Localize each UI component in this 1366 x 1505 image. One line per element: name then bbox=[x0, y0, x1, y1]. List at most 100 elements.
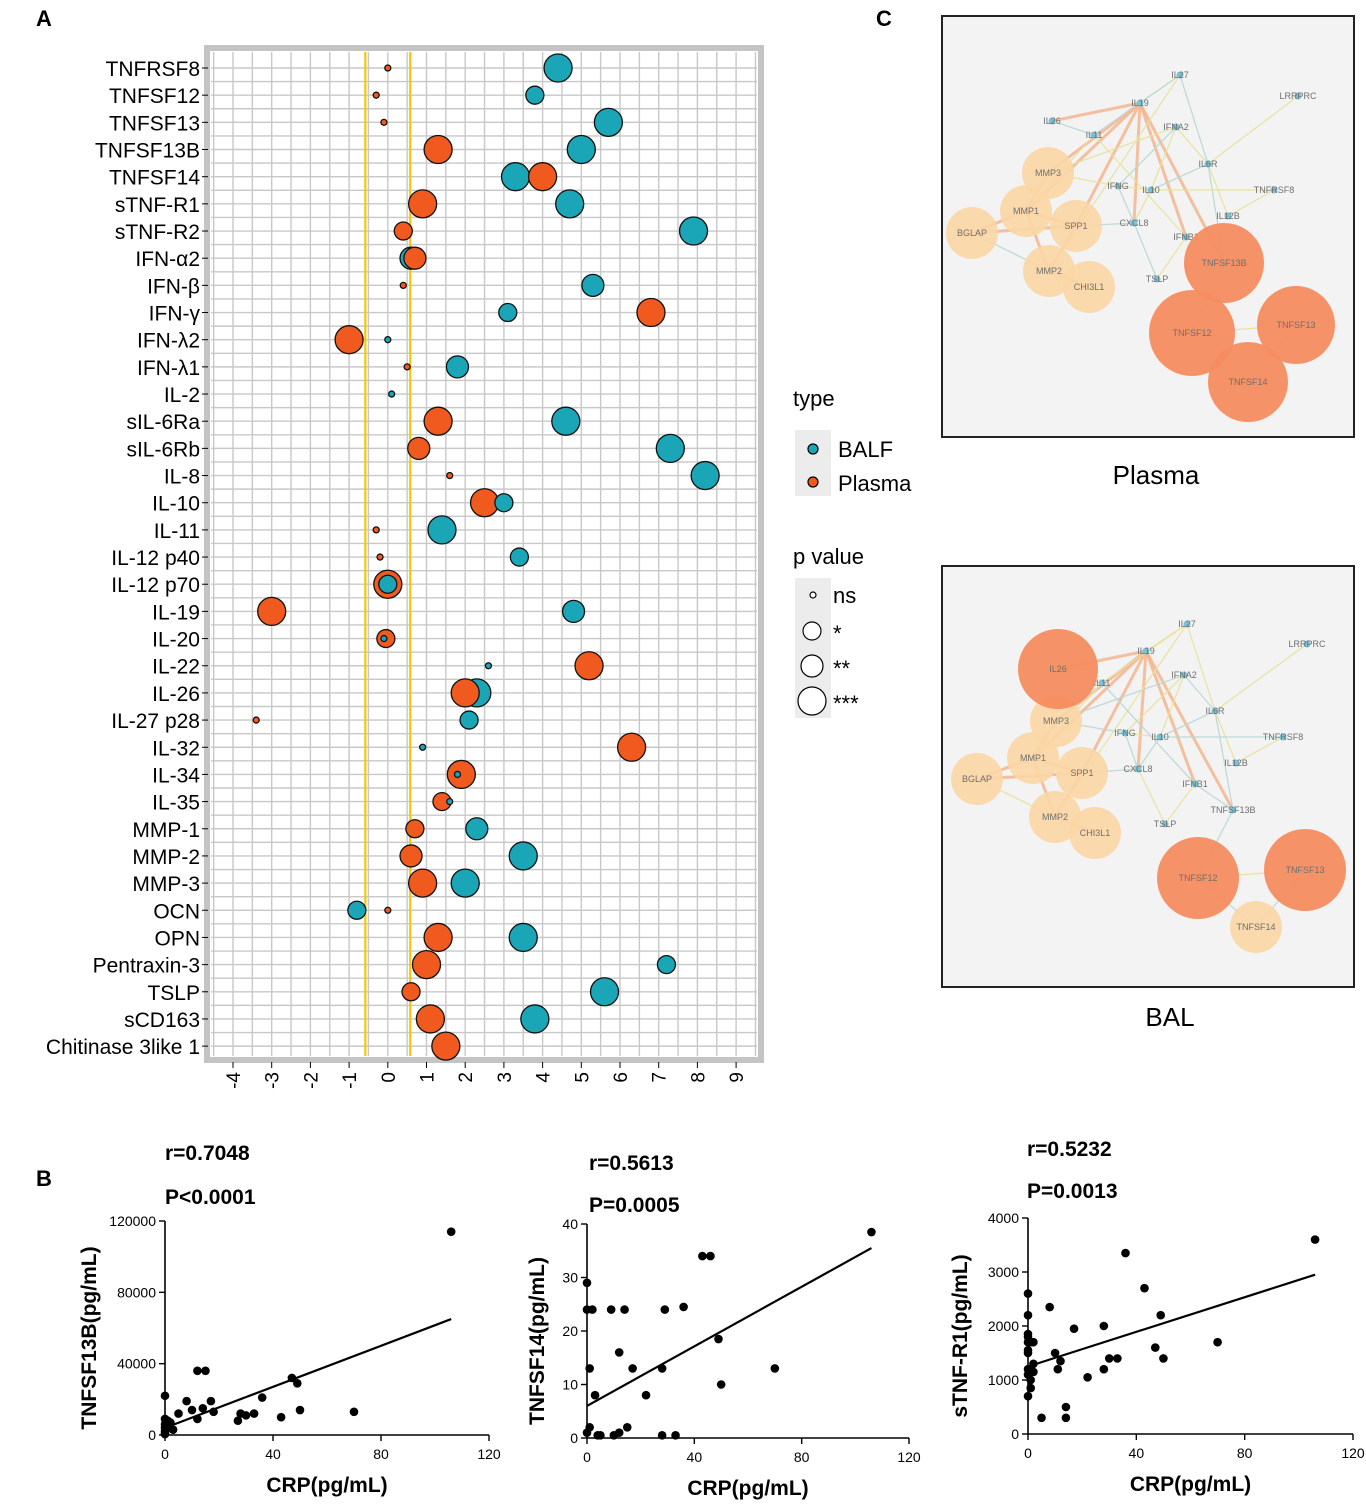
network-node-label: TNFSF12 bbox=[1178, 873, 1217, 883]
y-axis-title: sTNF-R1(pg/mL) bbox=[949, 1254, 972, 1417]
panel-label-a: A bbox=[36, 6, 52, 31]
plasma-bubble bbox=[394, 222, 412, 240]
x-tick-label: 7 bbox=[650, 1072, 671, 1083]
network-node-label: IL19 bbox=[1131, 98, 1149, 108]
x-tick-label: 80 bbox=[794, 1449, 810, 1465]
scatter-point bbox=[1213, 1338, 1222, 1347]
x-tick-label: 2 bbox=[456, 1072, 477, 1083]
network-node-label: IFNB1 bbox=[1182, 779, 1208, 789]
x-tick-label: 120 bbox=[897, 1449, 921, 1465]
legend-plasma-label: Plasma bbox=[838, 471, 912, 496]
plasma-bubble bbox=[400, 845, 422, 867]
x-tick-label: 3 bbox=[495, 1072, 516, 1083]
category-label: IL-19 bbox=[152, 601, 200, 624]
scatter-point bbox=[671, 1431, 680, 1440]
network-node-label: IL10 bbox=[1151, 732, 1169, 742]
network-node-label: MMP2 bbox=[1042, 812, 1068, 822]
scatter-plot-3: r=0.5232 P=0.0013 010002000300040000 40 80… bbox=[949, 1138, 1365, 1496]
network-node-label: IFNG bbox=[1107, 181, 1129, 191]
plasma-bubble bbox=[409, 190, 437, 218]
scatter3-body: 010002000300040000 40 80 120CRP(pg/mL)sTNF-… bbox=[949, 1210, 1365, 1496]
legend-p-1-label: * bbox=[833, 621, 842, 646]
plasma-bubble bbox=[385, 907, 391, 913]
scatter-point bbox=[607, 1305, 616, 1314]
balf-bubble bbox=[567, 136, 595, 164]
balf-bubble bbox=[691, 462, 719, 490]
legend-p-ns-label: ns bbox=[833, 583, 856, 608]
network-node-label: IL27 bbox=[1178, 619, 1196, 629]
y-tick-label: 4000 bbox=[988, 1210, 1019, 1226]
x-tick-label: -4 bbox=[224, 1072, 245, 1089]
category-label: sTNF-R1 bbox=[115, 194, 200, 217]
scatter-point bbox=[661, 1305, 670, 1314]
balf-bubble bbox=[509, 923, 537, 951]
scatter-point bbox=[193, 1415, 202, 1424]
y-axis-title: TNFSF13B(pg/mL) bbox=[78, 1246, 101, 1429]
x-tick-label: 8 bbox=[688, 1072, 709, 1083]
x-axis-title: CRP(pg/mL) bbox=[1130, 1473, 1251, 1496]
y-tick-label: 30 bbox=[562, 1270, 578, 1286]
scatter-point bbox=[1045, 1303, 1054, 1312]
scatter-point bbox=[706, 1252, 715, 1261]
plasma-bubble bbox=[373, 92, 379, 98]
scatter-point bbox=[1024, 1392, 1033, 1401]
scatter-point bbox=[620, 1305, 629, 1314]
balf-bubble bbox=[446, 356, 468, 378]
scatter1-r: r=0.7048 bbox=[165, 1142, 250, 1165]
scatter-point bbox=[209, 1408, 218, 1417]
scatter-point bbox=[242, 1411, 251, 1420]
category-label: IL-2 bbox=[164, 384, 200, 407]
scatter-point bbox=[1100, 1365, 1109, 1374]
balf-bubble bbox=[544, 54, 572, 82]
scatter-point bbox=[1100, 1322, 1109, 1331]
plasma-bubble bbox=[575, 652, 603, 680]
plasma-bubble bbox=[258, 597, 286, 625]
scatter-point bbox=[867, 1228, 876, 1237]
balf-bubble bbox=[563, 600, 585, 622]
scatter-point bbox=[199, 1404, 208, 1413]
plasma-bubble bbox=[447, 760, 475, 788]
network-node-label: SPP1 bbox=[1070, 768, 1093, 778]
y-tick-label: 0 bbox=[570, 1430, 578, 1446]
scatter-point bbox=[1070, 1324, 1079, 1333]
category-label: TNFRSF8 bbox=[106, 58, 201, 81]
scatter-point bbox=[1056, 1357, 1065, 1366]
network-node-label: TSLP bbox=[1146, 274, 1169, 284]
y-tick-label: 3000 bbox=[988, 1264, 1019, 1280]
network-node-label: LRRPRC bbox=[1279, 91, 1317, 101]
scatter-point bbox=[1029, 1368, 1038, 1377]
scatter-point bbox=[1159, 1354, 1168, 1363]
balf-bubble bbox=[657, 956, 675, 974]
plasma-bubble bbox=[447, 473, 453, 479]
balf-bubble bbox=[428, 516, 456, 544]
network-node-label: TNFSF13 bbox=[1276, 320, 1315, 330]
balf-bubble bbox=[509, 842, 537, 870]
x-tick-label: 6 bbox=[611, 1072, 632, 1083]
plasma-bubble bbox=[618, 733, 646, 761]
category-label: MMP-3 bbox=[132, 873, 200, 896]
scatter-point bbox=[771, 1364, 780, 1373]
scatter2-p: P=0.0005 bbox=[589, 1194, 680, 1217]
scatter-point bbox=[588, 1305, 597, 1314]
scatter-point bbox=[1083, 1373, 1092, 1382]
plasma-bubble bbox=[416, 1005, 444, 1033]
network-node-label: MMP2 bbox=[1036, 266, 1062, 276]
plasma-bubble bbox=[404, 364, 410, 370]
y-tick-label: 0 bbox=[148, 1427, 156, 1443]
x-tick-label: 0 bbox=[161, 1446, 169, 1462]
scatter-point bbox=[447, 1227, 456, 1236]
network-node-label: MMP3 bbox=[1035, 168, 1061, 178]
scatter3-p: P=0.0013 bbox=[1027, 1180, 1118, 1203]
category-label: IL-27 p28 bbox=[111, 710, 200, 733]
balf-bubble bbox=[495, 494, 513, 512]
scatter1-body: 0 40000 80000 120000 0 40 80 120 CRP(pg/mL) TNFSF… bbox=[78, 1213, 501, 1497]
x-tick-labels: -4 -3 -2 -1 0 1 2 3 4 5 6 7 8 9 bbox=[224, 1062, 748, 1089]
y-tick-label: 40 bbox=[562, 1216, 578, 1232]
legend-p-ns-swatch bbox=[810, 592, 816, 598]
balf-bubble bbox=[552, 407, 580, 435]
balf-bubble bbox=[348, 901, 366, 919]
category-label: IL-22 bbox=[152, 656, 200, 679]
scatter-point bbox=[193, 1367, 202, 1376]
network-node-label: TNFSF13B bbox=[1201, 258, 1246, 268]
scatter-point bbox=[591, 1391, 600, 1400]
